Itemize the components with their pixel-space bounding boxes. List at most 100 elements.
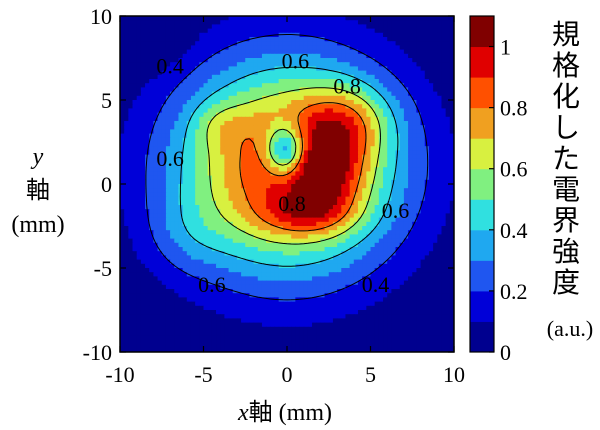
heatmap-cell xyxy=(203,87,209,93)
heatmap-cell xyxy=(257,171,263,177)
heatmap-cell xyxy=(216,58,221,63)
heatmap-cell xyxy=(357,158,363,164)
heatmap-cell xyxy=(345,242,351,248)
heatmap-cell xyxy=(362,49,367,55)
heatmap-cell xyxy=(170,53,175,59)
heatmap-cell xyxy=(245,53,251,59)
heatmap-cell xyxy=(428,171,434,177)
heatmap-cell xyxy=(207,221,213,227)
heatmap-cell xyxy=(449,184,454,189)
heatmap-cell xyxy=(203,53,209,59)
heatmap-cell xyxy=(153,259,159,265)
heatmap-cell xyxy=(128,16,134,21)
heatmap-cell xyxy=(353,167,359,172)
heatmap-cell xyxy=(445,268,451,273)
heatmap-cell xyxy=(391,49,397,55)
heatmap-cell xyxy=(178,150,184,156)
heatmap-cell xyxy=(424,104,430,109)
heatmap-cell xyxy=(207,247,213,252)
heatmap-cell xyxy=(132,154,138,160)
heatmap-cell xyxy=(128,87,134,93)
heatmap-cell xyxy=(378,167,384,172)
heatmap-cell xyxy=(328,125,334,130)
heatmap-cell xyxy=(332,79,338,84)
heatmap-cell xyxy=(370,49,376,55)
heatmap-cell xyxy=(303,66,309,72)
heatmap-cell xyxy=(370,100,376,105)
heatmap-cell xyxy=(245,137,251,143)
heatmap-cell xyxy=(328,238,334,244)
heatmap-cell xyxy=(195,20,200,25)
heatmap-cell xyxy=(249,66,255,72)
heatmap-cell xyxy=(282,247,288,252)
heatmap-cell xyxy=(316,268,321,273)
heatmap-cell xyxy=(349,137,355,143)
heatmap-cell xyxy=(391,58,397,63)
heatmap-cell xyxy=(249,184,255,189)
heatmap-cell xyxy=(349,184,355,189)
heatmap-cell xyxy=(399,133,405,139)
heatmap-cell xyxy=(341,150,347,156)
heatmap-cell xyxy=(282,175,288,181)
heatmap-cell xyxy=(228,121,234,126)
heatmap-cell xyxy=(165,112,171,118)
heatmap-cell xyxy=(132,112,138,118)
heatmap-cell xyxy=(132,163,138,168)
heatmap-cell xyxy=(278,259,284,265)
heatmap-cell xyxy=(224,58,230,63)
heatmap-cell xyxy=(136,104,142,109)
heatmap-cell xyxy=(395,158,401,164)
heatmap-cell xyxy=(332,104,338,109)
heatmap-cell xyxy=(408,209,413,214)
heatmap-cell xyxy=(228,238,234,244)
heatmap-cell xyxy=(161,53,167,59)
heatmap-cell xyxy=(424,66,430,72)
heatmap-cell xyxy=(303,196,309,202)
heatmap-cell xyxy=(320,196,326,202)
heatmap-cell xyxy=(337,263,342,269)
heatmap-cell xyxy=(295,150,301,156)
heatmap-cell xyxy=(266,272,271,277)
heatmap-cell xyxy=(316,171,321,177)
heatmap-cell xyxy=(270,192,276,198)
heatmap-cell xyxy=(332,95,338,101)
heatmap-cell xyxy=(178,259,184,265)
heatmap-cell xyxy=(374,58,380,63)
heatmap-cell xyxy=(270,137,276,143)
heatmap-cell xyxy=(274,192,280,198)
heatmap-cell xyxy=(186,263,192,269)
heatmap-cell xyxy=(445,83,451,88)
heatmap-cell xyxy=(295,171,301,177)
heatmap-cell xyxy=(190,112,196,118)
heatmap-cell xyxy=(249,234,255,240)
heatmap-cell xyxy=(124,230,129,235)
heatmap-cell xyxy=(136,142,142,147)
heatmap-cell xyxy=(362,259,367,265)
heatmap-cell xyxy=(387,37,392,42)
heatmap-cell xyxy=(378,154,384,160)
heatmap-cell xyxy=(420,58,426,63)
heatmap-cell xyxy=(232,255,238,261)
heatmap-cell xyxy=(161,129,167,135)
heatmap-cell xyxy=(195,234,200,240)
heatmap-cell xyxy=(362,158,367,164)
heatmap-cell xyxy=(245,192,251,198)
heatmap-cell xyxy=(153,28,159,34)
heatmap-cell xyxy=(362,188,367,193)
heatmap-cell xyxy=(420,200,426,206)
heatmap-cell xyxy=(428,58,434,63)
heatmap-cell xyxy=(287,137,292,143)
heatmap-cell xyxy=(261,129,267,135)
heatmap-cell xyxy=(182,146,188,151)
heatmap-cell xyxy=(328,41,334,46)
heatmap-cell xyxy=(241,108,246,114)
heatmap-cell xyxy=(303,175,309,181)
heatmap-cell xyxy=(140,146,146,151)
heatmap-cell xyxy=(428,230,434,235)
heatmap-cell xyxy=(249,125,255,130)
heatmap-cell xyxy=(353,87,359,93)
heatmap-cell xyxy=(266,58,271,63)
heatmap-cell xyxy=(362,184,367,189)
heatmap-cell xyxy=(374,20,380,25)
heatmap-cell xyxy=(399,213,405,219)
